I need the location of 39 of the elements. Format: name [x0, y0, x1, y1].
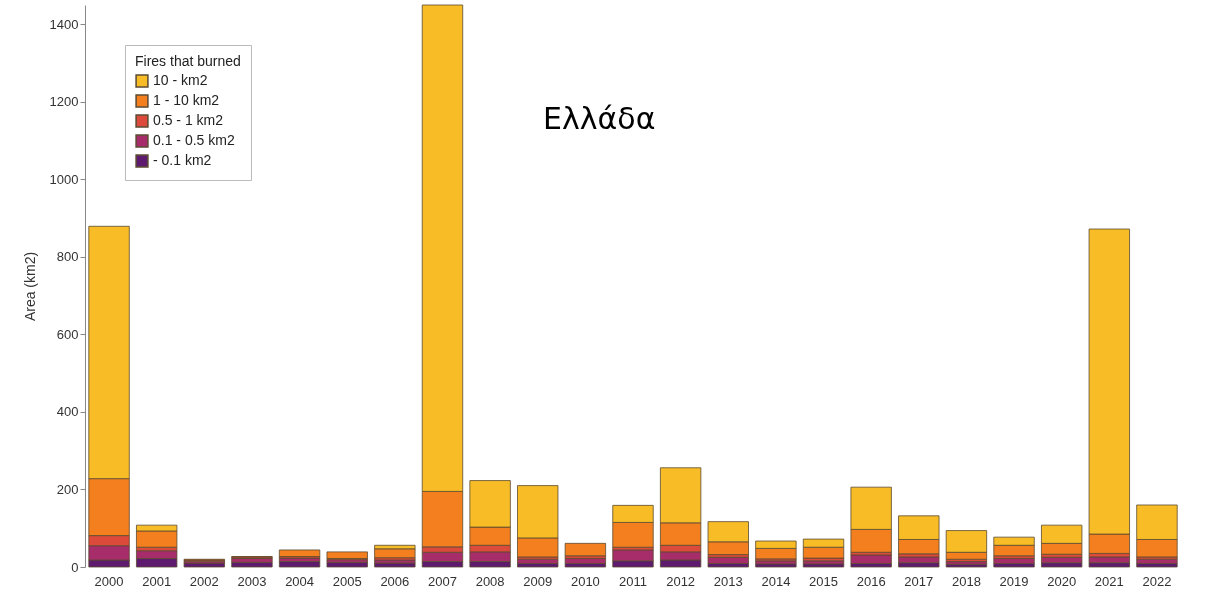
x-tick-label: 2007	[428, 573, 457, 589]
x-tick-label: 2005	[332, 573, 362, 589]
x-tick-label: 2002	[189, 573, 219, 589]
x-tick-label: 2022	[1142, 573, 1172, 589]
legend-label: 10 - km2	[153, 72, 208, 88]
x-tick-label: 2021	[1094, 573, 1124, 589]
x-tick-label: 2016	[856, 573, 886, 589]
x-tick-label: 2013	[713, 573, 743, 589]
legend-label: 0.1 - 0.5 km2	[153, 132, 235, 148]
legend-label: - 0.1 km2	[153, 152, 212, 168]
y-tick-label: 1200	[49, 94, 79, 110]
y-tick-label: 0	[71, 559, 79, 575]
y-tick-label: 1400	[49, 16, 79, 32]
legend-label: 1 - 10 km2	[153, 92, 220, 108]
y-tick-label: 400	[56, 404, 79, 420]
x-tick-label: 2010	[570, 573, 600, 589]
x-tick-label: 2014	[761, 573, 791, 589]
x-tick-label: 2009	[523, 573, 553, 589]
x-tick-label: 2017	[904, 573, 934, 589]
x-tick-label: 2008	[475, 573, 505, 589]
x-tick-label: 2004	[285, 573, 315, 589]
legend-label: 0.5 - 1 km2	[153, 112, 224, 128]
x-tick-label: 2018	[951, 573, 981, 589]
x-tick-label: 2000	[94, 573, 124, 589]
x-tick-label: 2012	[666, 573, 696, 589]
y-tick-label: 800	[56, 249, 79, 265]
x-tick-label: 2006	[380, 573, 410, 589]
x-tick-label: 2019	[999, 573, 1029, 589]
x-tick-label: 2003	[237, 573, 267, 589]
y-tick-label: 1000	[49, 171, 79, 187]
x-tick-label: 2020	[1047, 573, 1077, 589]
y-tick-label: 200	[56, 481, 79, 497]
x-tick-label: 2001	[142, 573, 172, 589]
text: Ελλάδα	[543, 100, 656, 136]
x-tick-label: 2015	[809, 573, 838, 589]
y-tick-label: 600	[56, 326, 79, 342]
y-axis-title: Area (km2)	[21, 251, 38, 322]
x-tick-label: 2011	[619, 573, 647, 589]
legend-title: Fires that burned	[135, 53, 241, 69]
